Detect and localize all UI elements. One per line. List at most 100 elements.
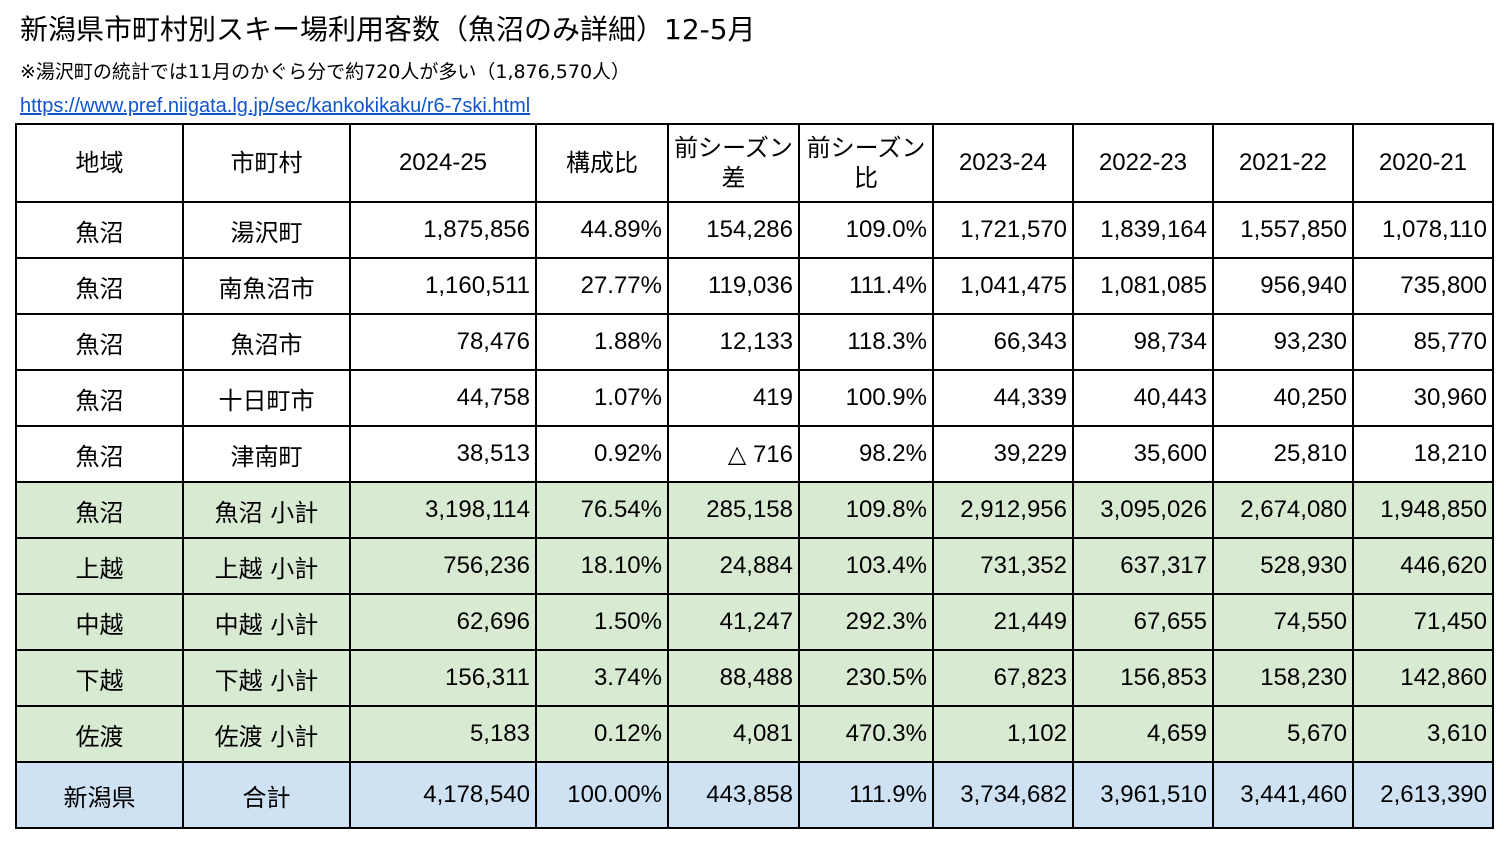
column-header-diff: 前シーズン差 bbox=[667, 123, 800, 203]
cell-2022-23: 67,655 bbox=[1072, 593, 1214, 651]
cell-2021-22: 2,674,080 bbox=[1212, 481, 1354, 539]
cell-region: 佐渡 bbox=[15, 705, 184, 763]
cell-ratio: 470.3% bbox=[798, 705, 934, 763]
cell-2024-25: 5,183 bbox=[349, 705, 537, 763]
cell-city: 津南町 bbox=[182, 425, 351, 483]
cell-2023-24: 1,102 bbox=[932, 705, 1074, 763]
cell-2020-21: 3,610 bbox=[1352, 705, 1494, 763]
cell-region: 中越 bbox=[15, 593, 184, 651]
cell-diff: 119,036 bbox=[667, 257, 800, 315]
cell-share: 1.07% bbox=[535, 369, 669, 427]
cell-ratio: 98.2% bbox=[798, 425, 934, 483]
cell-city: 合計 bbox=[182, 761, 351, 829]
column-header-share: 構成比 bbox=[535, 123, 669, 203]
cell-2023-24: 1,041,475 bbox=[932, 257, 1074, 315]
cell-share: 1.50% bbox=[535, 593, 669, 651]
table-row: 魚沼 南魚沼市 1,160,511 27.77% 119,036 111.4% 1,041,… bbox=[15, 257, 1494, 315]
cell-2024-25: 44,758 bbox=[349, 369, 537, 427]
cell-region: 下越 bbox=[15, 649, 184, 707]
cell-2020-21: 446,620 bbox=[1352, 537, 1494, 595]
column-header-2024-25: 2024-25 bbox=[349, 123, 537, 203]
table-header-row: 地域 市町村 2024-25 構成比 前シーズン差 前シーズン比 2023-24… bbox=[15, 123, 1494, 203]
cell-share: 0.12% bbox=[535, 705, 669, 763]
cell-2021-22: 25,810 bbox=[1212, 425, 1354, 483]
cell-2021-22: 528,930 bbox=[1212, 537, 1354, 595]
cell-2020-21: 1,948,850 bbox=[1352, 481, 1494, 539]
cell-region: 魚沼 bbox=[15, 313, 184, 371]
column-header-2021-22: 2021-22 bbox=[1212, 123, 1354, 203]
cell-share: 18.10% bbox=[535, 537, 669, 595]
table-row: 下越 下越 小計 156,311 3.74% 88,488 230.5% 67,823 156… bbox=[15, 649, 1494, 707]
column-header-2023-24: 2023-24 bbox=[932, 123, 1074, 203]
cell-diff: 4,081 bbox=[667, 705, 800, 763]
cell-2021-22: 93,230 bbox=[1212, 313, 1354, 371]
cell-region: 魚沼 bbox=[15, 425, 184, 483]
cell-share: 0.92% bbox=[535, 425, 669, 483]
cell-share: 1.88% bbox=[535, 313, 669, 371]
cell-city: 湯沢町 bbox=[182, 201, 351, 259]
cell-ratio: 230.5% bbox=[798, 649, 934, 707]
cell-ratio: 103.4% bbox=[798, 537, 934, 595]
table-row: 中越 中越 小計 62,696 1.50% 41,247 292.3% 21,449 67,6… bbox=[15, 593, 1494, 651]
cell-2020-21: 30,960 bbox=[1352, 369, 1494, 427]
cell-ratio: 109.0% bbox=[798, 201, 934, 259]
cell-share: 27.77% bbox=[535, 257, 669, 315]
page-note: ※湯沢町の統計では11月のかぐら分で約720人が多い（1,876,570人） bbox=[20, 61, 631, 83]
cell-region: 魚沼 bbox=[15, 369, 184, 427]
cell-2023-24: 39,229 bbox=[932, 425, 1074, 483]
cell-2022-23: 4,659 bbox=[1072, 705, 1214, 763]
cell-share: 3.74% bbox=[535, 649, 669, 707]
cell-2021-22: 74,550 bbox=[1212, 593, 1354, 651]
table-row: 魚沼 津南町 38,513 0.92% △ 716 98.2% 39,229 35,600 25… bbox=[15, 425, 1494, 483]
cell-diff: 419 bbox=[667, 369, 800, 427]
table-row: 魚沼 魚沼市 78,476 1.88% 12,133 118.3% 66,343 98,734… bbox=[15, 313, 1494, 371]
cell-2020-21: 142,860 bbox=[1352, 649, 1494, 707]
cell-share: 100.00% bbox=[535, 761, 669, 829]
cell-2022-23: 637,317 bbox=[1072, 537, 1214, 595]
cell-city: 南魚沼市 bbox=[182, 257, 351, 315]
cell-city: 下越 小計 bbox=[182, 649, 351, 707]
cell-ratio: 118.3% bbox=[798, 313, 934, 371]
cell-2023-24: 66,343 bbox=[932, 313, 1074, 371]
cell-2021-22: 956,940 bbox=[1212, 257, 1354, 315]
cell-2024-25: 78,476 bbox=[349, 313, 537, 371]
cell-2023-24: 2,912,956 bbox=[932, 481, 1074, 539]
cell-2022-23: 156,853 bbox=[1072, 649, 1214, 707]
cell-2023-24: 67,823 bbox=[932, 649, 1074, 707]
cell-diff: 285,158 bbox=[667, 481, 800, 539]
table-row: 佐渡 佐渡 小計 5,183 0.12% 4,081 470.3% 1,102 4,659 5,… bbox=[15, 705, 1494, 763]
table-body: 魚沼 湯沢町 1,875,856 44.89% 154,286 109.0% 1,721,5… bbox=[15, 201, 1494, 829]
cell-region: 魚沼 bbox=[15, 201, 184, 259]
cell-city: 魚沼 小計 bbox=[182, 481, 351, 539]
cell-share: 44.89% bbox=[535, 201, 669, 259]
cell-city: 十日町市 bbox=[182, 369, 351, 427]
cell-2020-21: 71,450 bbox=[1352, 593, 1494, 651]
cell-2021-22: 158,230 bbox=[1212, 649, 1354, 707]
cell-ratio: 292.3% bbox=[798, 593, 934, 651]
cell-city: 魚沼市 bbox=[182, 313, 351, 371]
column-header-ratio: 前シーズン比 bbox=[798, 123, 934, 203]
cell-2024-25: 62,696 bbox=[349, 593, 537, 651]
table-row: 魚沼 魚沼 小計 3,198,114 76.54% 285,158 109.8% 2,912… bbox=[15, 481, 1494, 539]
column-header-2020-21: 2020-21 bbox=[1352, 123, 1494, 203]
cell-2023-24: 731,352 bbox=[932, 537, 1074, 595]
source-link[interactable]: https://www.pref.niigata.lg.jp/sec/kanko… bbox=[20, 95, 531, 117]
cell-diff: 24,884 bbox=[667, 537, 800, 595]
cell-2024-25: 756,236 bbox=[349, 537, 537, 595]
cell-2020-21: 735,800 bbox=[1352, 257, 1494, 315]
column-header-2022-23: 2022-23 bbox=[1072, 123, 1214, 203]
cell-2024-25: 1,160,511 bbox=[349, 257, 537, 315]
cell-2020-21: 1,078,110 bbox=[1352, 201, 1494, 259]
cell-2022-23: 35,600 bbox=[1072, 425, 1214, 483]
cell-ratio: 111.9% bbox=[798, 761, 934, 829]
cell-city: 上越 小計 bbox=[182, 537, 351, 595]
cell-diff: 88,488 bbox=[667, 649, 800, 707]
cell-2023-24: 1,721,570 bbox=[932, 201, 1074, 259]
cell-ratio: 111.4% bbox=[798, 257, 934, 315]
column-header-region: 地域 bbox=[15, 123, 184, 203]
cell-2020-21: 85,770 bbox=[1352, 313, 1494, 371]
cell-2022-23: 3,961,510 bbox=[1072, 761, 1214, 829]
cell-region: 魚沼 bbox=[15, 257, 184, 315]
cell-city: 佐渡 小計 bbox=[182, 705, 351, 763]
table-row: 魚沼 十日町市 44,758 1.07% 419 100.9% 44,339 40,443 40… bbox=[15, 369, 1494, 427]
